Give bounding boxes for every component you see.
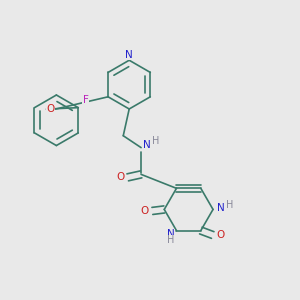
Text: H: H — [226, 200, 233, 210]
Text: O: O — [47, 104, 55, 114]
Text: N: N — [143, 140, 151, 150]
Text: N: N — [167, 229, 175, 239]
Text: H: H — [167, 235, 175, 245]
Text: H: H — [152, 136, 159, 146]
Text: O: O — [216, 230, 224, 240]
Text: O: O — [116, 172, 124, 182]
Text: O: O — [141, 206, 149, 216]
Text: N: N — [217, 203, 224, 213]
Text: F: F — [83, 95, 88, 105]
Text: N: N — [125, 50, 133, 60]
